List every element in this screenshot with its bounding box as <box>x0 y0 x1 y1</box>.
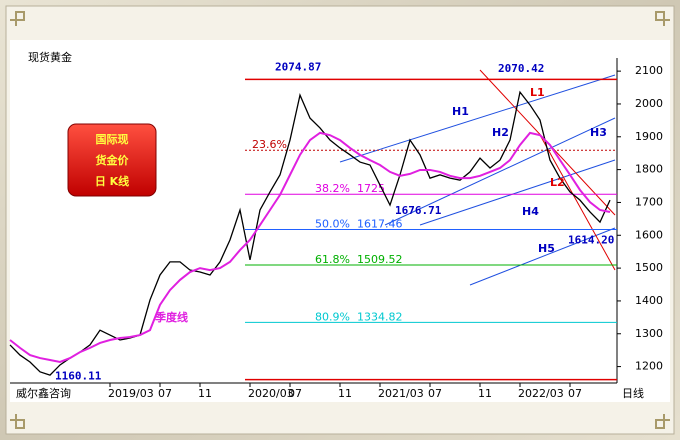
level-value-label: 1509.52 <box>357 253 403 266</box>
moving-average-line <box>9 131 611 364</box>
channel-label: H4 <box>522 205 539 218</box>
channel-lines <box>339 69 616 286</box>
level-label: 61.8% <box>315 253 350 266</box>
y-tick-label: 1900 <box>635 130 663 143</box>
y-tick-label: 1600 <box>635 228 663 241</box>
y-tick-label: 2000 <box>635 97 663 110</box>
price-annotation: 1676.71 <box>395 204 442 217</box>
price-line <box>9 90 611 376</box>
x-tick-label: 11 <box>338 387 352 400</box>
x-tick-label: 07 <box>288 387 302 400</box>
level-label: 50.0% <box>315 218 350 231</box>
y-tick-label: 1500 <box>635 261 663 274</box>
series-label: 季度线 <box>154 310 188 324</box>
box-text: 日 K线 <box>95 174 129 188</box>
level-label: 80.9% <box>315 310 350 323</box>
x-tick-label: 2022/03 <box>518 387 564 400</box>
corner-ornament <box>10 11 670 429</box>
price-annotation: 1614.20 <box>568 234 614 247</box>
y-tick-label: 2100 <box>635 64 663 77</box>
channel-line <box>419 159 616 226</box>
channel-label: H5 <box>538 242 555 255</box>
box-text: 国际现 <box>96 132 129 146</box>
y-tick-label: 1300 <box>635 327 663 340</box>
level-value-label: 1725 <box>357 182 385 195</box>
channel-label: H3 <box>590 126 607 139</box>
price-annotation: 2074.87 <box>275 60 321 73</box>
channel-label: H2 <box>492 126 509 139</box>
x-tick-label: 2019/03 <box>108 387 154 400</box>
channel-line <box>339 74 616 163</box>
channel-line <box>384 117 616 226</box>
plot-background <box>10 40 670 402</box>
y-tick-label: 1700 <box>635 195 663 208</box>
level-value-label: 1617.46 <box>357 218 403 231</box>
x-tick-label: 07 <box>568 387 582 400</box>
channel-label: L1 <box>530 86 545 99</box>
channel-line <box>469 227 616 286</box>
level-value-label: 1334.82 <box>357 310 403 323</box>
label-box <box>67 123 157 197</box>
source-label: 威尔鑫咨询 <box>16 386 71 400</box>
box-text: 货金价 <box>95 153 130 167</box>
y-tick-label: 1400 <box>635 294 663 307</box>
period-label: 日线 <box>622 386 644 400</box>
y-tick-label: 1200 <box>635 360 663 373</box>
x-tick-label: 07 <box>428 387 442 400</box>
price-annotation: 2070.42 <box>498 62 544 75</box>
x-tick-label: 11 <box>198 387 212 400</box>
level-label: 38.2% <box>315 182 350 195</box>
x-tick-label: 07 <box>158 387 172 400</box>
channel-label: L2 <box>550 176 565 189</box>
y-tick-label: 1800 <box>635 163 663 176</box>
chart-title: 现货黄金 <box>28 50 72 64</box>
x-tick-label: 11 <box>478 387 492 400</box>
x-tick-label: 2020/03 <box>248 387 294 400</box>
x-tick-label: 2021/03 <box>378 387 424 400</box>
level-label: 23.6% <box>252 138 287 151</box>
channel-line <box>539 134 616 271</box>
channel-label: H1 <box>452 105 469 118</box>
price-annotation: 1160.11 <box>55 370 102 383</box>
